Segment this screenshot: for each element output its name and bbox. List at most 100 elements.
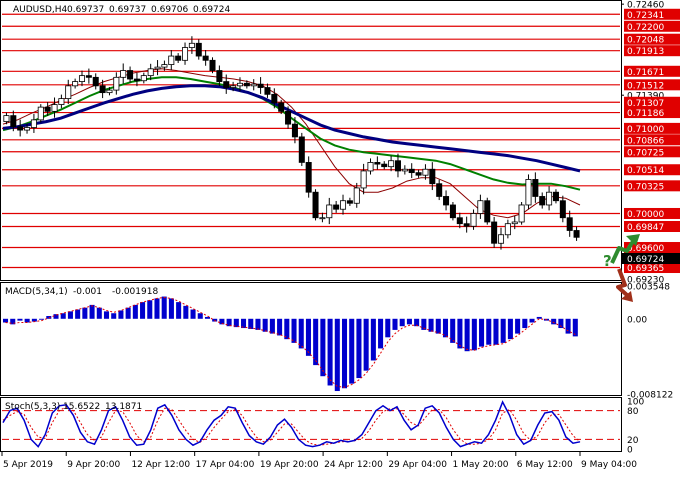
macd-bar-51 — [370, 318, 376, 361]
macd-bar-2 — [17, 318, 23, 321]
candle-body-14 — [99, 85, 106, 94]
price-tick-9: 0.71186 — [627, 109, 664, 119]
macd-bar-0 — [3, 318, 9, 323]
macd-bar-63 — [457, 318, 463, 349]
candle-body-18 — [127, 70, 134, 80]
price-tick-box-11 — [624, 134, 680, 146]
candle-body-59 — [408, 168, 415, 174]
candle-body-8 — [58, 98, 65, 105]
macd-bar-19 — [140, 302, 146, 319]
question-mark-annotation: ? — [603, 252, 612, 270]
candle-body-63 — [436, 183, 443, 197]
macd-bar-73 — [529, 318, 535, 323]
macd-bar-55 — [399, 318, 405, 327]
macd-bar-11 — [82, 307, 88, 319]
candle-body-15 — [106, 89, 113, 94]
candle-body-49 — [340, 200, 347, 210]
ma-slow-line — [2, 84, 581, 173]
macd-bar-40 — [291, 318, 297, 343]
price-tick-11: 0.70866 — [627, 136, 664, 146]
macd-bar-15 — [111, 313, 117, 319]
candle-body-53 — [367, 162, 374, 172]
price-pane — [0, 0, 622, 281]
candle-body-81 — [559, 200, 566, 219]
moving-averages — [2, 68, 581, 219]
price-tick-7: 0.71390 — [627, 92, 664, 102]
price-tick-box-4 — [624, 45, 680, 57]
macd-bar-65 — [471, 318, 477, 351]
candle-body-71 — [491, 221, 498, 244]
candle-body-11 — [78, 75, 86, 82]
macd-bar-48 — [349, 318, 355, 384]
candle-body-47 — [326, 204, 333, 219]
macd-bar-43 — [313, 318, 319, 366]
stoch-tick-2: 20 — [627, 436, 639, 446]
candle-body-78 — [539, 196, 546, 206]
macd-bar-35 — [255, 318, 261, 330]
macd-bar-44 — [320, 318, 326, 377]
symbol-title: AUDUSD,H4 — [13, 5, 68, 15]
candle-body-31 — [216, 70, 223, 82]
macd-bar-5 — [39, 318, 45, 320]
candle-body-60 — [415, 172, 422, 176]
macd-bar-21 — [154, 298, 160, 319]
stoch-signal-line — [2, 406, 581, 446]
candle-body-58 — [401, 168, 408, 172]
candle-body-70 — [484, 200, 491, 223]
macd-bar-18 — [132, 304, 138, 319]
macd-bar-4 — [31, 318, 37, 322]
candle-body-46 — [319, 217, 326, 220]
ohlc-high: 0.69737 — [109, 5, 146, 15]
macd-bar-72 — [522, 318, 528, 329]
candle-body-10 — [72, 81, 79, 87]
macd-bar-27 — [197, 313, 203, 319]
candle-body-26 — [182, 47, 189, 61]
time-tick-4: 19 Apr 20:00 — [260, 460, 319, 470]
candle-body-22 — [154, 66, 161, 70]
price-tick-5: 0.71671 — [627, 68, 664, 78]
macd-tick-0: 0.003548 — [627, 282, 670, 292]
candle-body-61 — [422, 168, 429, 176]
candle-body-75 — [518, 204, 525, 223]
price-tick-2: 0.72200 — [627, 23, 664, 33]
macd-bar-64 — [464, 318, 470, 352]
macd-tick-1: 0.00 — [627, 315, 647, 325]
macd-bar-45 — [327, 318, 333, 386]
candles — [3, 36, 580, 250]
candle-body-40 — [278, 102, 285, 112]
current-price-label: 0.69724 — [627, 255, 664, 265]
candle-body-24 — [168, 55, 175, 65]
macd-bar-14 — [103, 311, 110, 319]
candle-body-65 — [449, 204, 456, 219]
macd-bar-58 — [421, 318, 427, 330]
candle-body-23 — [161, 64, 168, 68]
macd-bar-30 — [219, 318, 225, 325]
candle-body-55 — [381, 163, 388, 168]
macd-bar-24 — [176, 302, 182, 319]
macd-bar-8 — [60, 313, 66, 319]
price-tick-box-10 — [624, 122, 680, 134]
price-tick-box-16 — [624, 220, 680, 232]
candle-body-2 — [17, 126, 24, 131]
price-tick-8: 0.71307 — [627, 99, 664, 109]
macd-bar-61 — [442, 318, 449, 338]
time-tick-5: 24 Apr 12:00 — [324, 460, 383, 470]
macd-bar-50 — [363, 318, 369, 371]
time-axis: 5 Apr 2019 9 Apr 20:00 12 Apr 12:00 17 Apr … — [1, 452, 637, 470]
macd-bar-60 — [435, 318, 441, 334]
macd-bar-25 — [183, 305, 189, 319]
price-tick-box-1 — [624, 8, 680, 20]
time-tick-6: 29 Apr 04:00 — [388, 460, 447, 470]
macd-bar-10 — [75, 309, 81, 319]
candle-body-33 — [230, 85, 237, 88]
price-tick-box-13 — [624, 164, 680, 176]
macd-bar-78 — [565, 318, 571, 334]
macd-bar-41 — [298, 318, 304, 349]
price-tick-6: 0.71512 — [627, 81, 664, 91]
macd-bar-62 — [450, 318, 456, 343]
candle-body-67 — [463, 223, 470, 227]
macd-bar-32 — [233, 318, 239, 328]
